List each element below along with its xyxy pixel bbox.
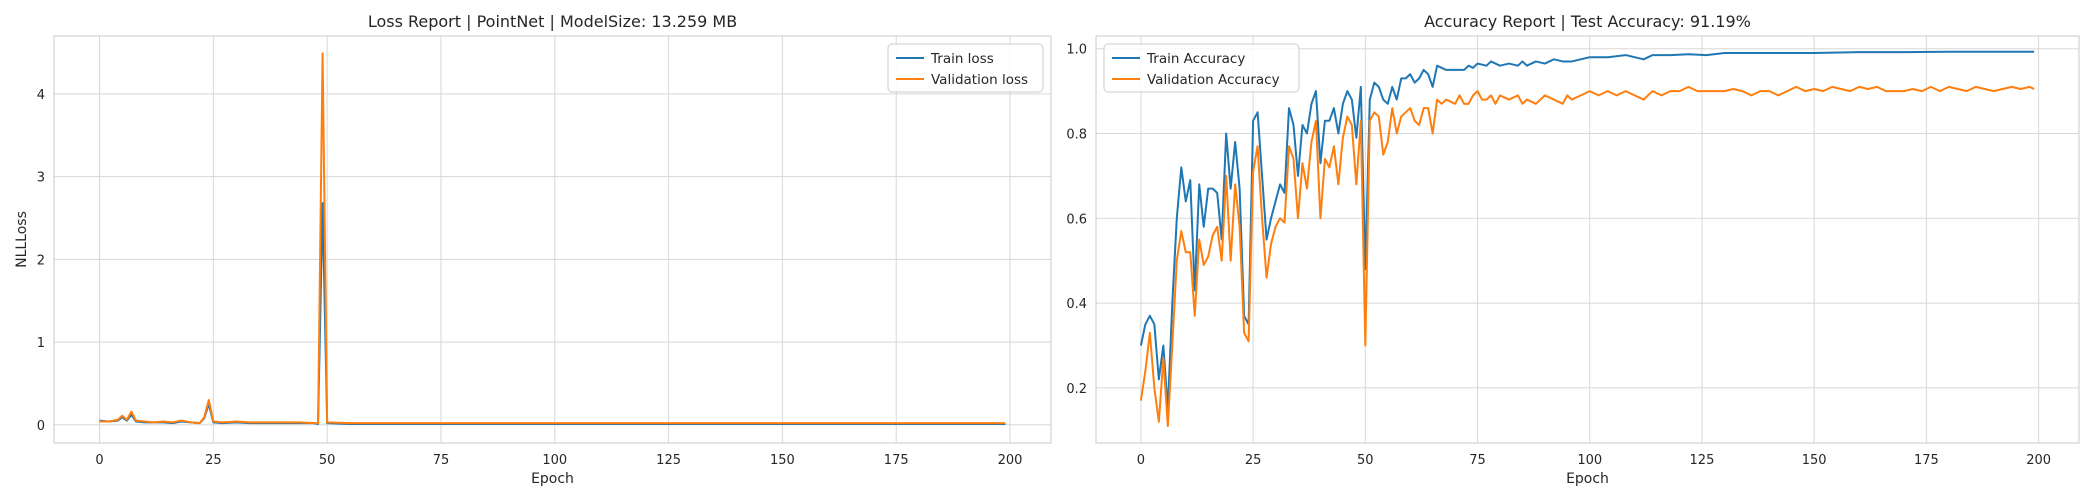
y-axis-label: NLLLoss	[14, 211, 30, 268]
y-tick-label: 1	[37, 336, 45, 351]
x-tick-label: 175	[884, 453, 909, 468]
series-line-1	[1139, 50, 2035, 411]
x-tick-label: 75	[1469, 453, 1486, 468]
y-tick-label: 2	[37, 253, 45, 268]
legend-label: Validation Accuracy	[1147, 72, 1280, 88]
y-tick-label: 0.2	[1066, 382, 1087, 397]
legend-label: Validation loss	[931, 72, 1028, 88]
legend-label: Train loss	[930, 51, 994, 67]
chart-title: Accuracy Report | Test Accuracy: 91.19%	[1424, 12, 1751, 31]
x-axis-label: Epoch	[531, 471, 574, 487]
y-tick-label: 1.0	[1066, 43, 1087, 58]
loss-chart: 0 25 50 75 100 125 150 175 200 0 1 2 3 4 Loss Report |…	[14, 12, 1052, 487]
x-tick-label: 200	[2026, 453, 2051, 468]
x-tick-label: 0	[95, 453, 103, 468]
x-tick-label: 50	[1357, 453, 1374, 468]
y-tick-label: 0.4	[1066, 297, 1087, 312]
x-tick-label: 0	[1137, 453, 1145, 468]
x-tick-label: 175	[1914, 453, 1939, 468]
accuracy-chart: 0 25 50 75 100 125 150 175 200 0.2 0.4 0.6 0.8 1.0 Acc…	[1066, 12, 2080, 487]
legend-label: Train Accuracy	[1146, 51, 1245, 67]
series-line-2	[99, 52, 1006, 425]
plot-frame	[1095, 35, 2080, 444]
plot-frame	[53, 35, 1052, 444]
y-tick-label: 0.8	[1066, 128, 1087, 143]
x-tick-label: 50	[319, 453, 336, 468]
x-axis-label: Epoch	[1566, 471, 1609, 487]
y-tick-label: 4	[37, 88, 45, 103]
x-tick-label: 125	[1690, 453, 1715, 468]
legend-box	[1103, 43, 1300, 93]
y-tick-label: 0	[37, 419, 45, 434]
y-tick-label: 3	[37, 171, 45, 186]
x-tick-label: 150	[770, 453, 795, 468]
x-tick-label: 100	[542, 453, 567, 468]
x-tick-label: 125	[656, 453, 681, 468]
series-line-2	[1139, 85, 2035, 428]
x-tick-label: 25	[1245, 453, 1262, 468]
legend-box	[887, 43, 1044, 93]
x-tick-label: 25	[205, 453, 222, 468]
x-tick-label: 150	[1802, 453, 1827, 468]
chart-title: Loss Report | PointNet | ModelSize: 13.2…	[368, 12, 737, 31]
y-tick-label: 0.6	[1066, 212, 1087, 227]
series-line-1	[99, 202, 1006, 425]
x-tick-label: 200	[998, 453, 1023, 468]
x-tick-label: 75	[433, 453, 450, 468]
x-tick-label: 100	[1577, 453, 1602, 468]
